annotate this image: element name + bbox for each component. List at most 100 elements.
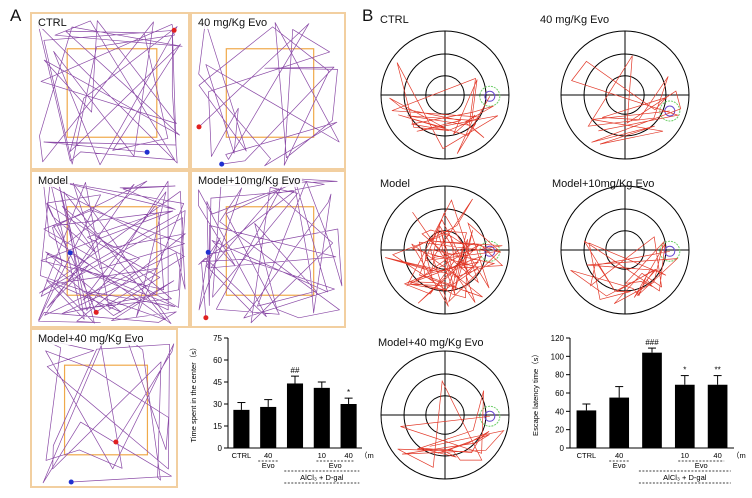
significance-mark: * <box>347 388 350 397</box>
swim-path <box>389 62 499 154</box>
water-maze-label: CTRL <box>380 14 409 26</box>
significance-mark: * <box>683 366 686 375</box>
end-point <box>67 250 73 256</box>
center-zone <box>66 48 158 138</box>
y-tick-label: 30 <box>213 400 222 409</box>
group-label-evo: Evo <box>695 461 708 470</box>
bar <box>233 409 250 448</box>
y-axis-label: Time spent in the center（s） <box>189 344 198 443</box>
water-maze-model-evo10 <box>560 185 690 315</box>
open-field-model-evo40: Model+40 mg/Kg Evo <box>30 328 178 488</box>
x-tick-label: 40 <box>713 451 721 460</box>
end-point <box>68 479 74 485</box>
water-maze-label: Model+10mg/Kg Evo <box>552 178 655 190</box>
open-field-tracks <box>198 177 343 324</box>
open-field-label: Model+10mg/Kg Evo <box>196 175 303 187</box>
chart-time-in-center: 0 15 30 45 60 75 Time spent in the center（s） CT… <box>189 334 374 484</box>
y-axis-label: Escape latency time（s） <box>531 350 540 436</box>
group-label-evo: Evo <box>613 461 626 470</box>
open-field-evo40: 40 mg/Kg Evo <box>190 12 346 170</box>
significance-mark: ### <box>645 338 659 347</box>
swim-path <box>385 198 504 307</box>
center-zone <box>225 48 315 138</box>
bar <box>707 384 728 448</box>
y-tick-label: 45 <box>213 378 222 387</box>
water-maze-model <box>380 185 510 315</box>
x-tick-label: 40 <box>615 451 623 460</box>
group-label-evo: Evo <box>329 461 342 470</box>
x-tick-label: 40 <box>264 451 272 460</box>
y-tick-label: 0 <box>560 444 565 453</box>
bar <box>674 384 695 448</box>
water-maze-ctrl <box>380 30 510 160</box>
x-tick-label: 10 <box>318 451 326 460</box>
open-field-tracks <box>41 336 175 485</box>
end-point <box>144 149 150 155</box>
y-tick-label: 40 <box>555 407 564 416</box>
start-point <box>203 315 209 321</box>
water-maze-label: Model <box>380 178 410 190</box>
water-maze-label: 40 mg/Kg Evo <box>540 14 610 26</box>
x-tick-label: 10 <box>681 451 689 460</box>
y-tick-label: 15 <box>213 422 222 431</box>
open-field-label: Model+40 mg/Kg Evo <box>36 333 146 345</box>
x-unit-label: （m <box>360 451 374 460</box>
swim-path <box>397 379 505 468</box>
x-unit-label: （mg/kg） <box>732 451 746 460</box>
significance-mark: ** <box>714 366 720 375</box>
y-tick-label: 0 <box>218 444 223 453</box>
movement-track <box>37 20 183 166</box>
bar <box>260 406 277 448</box>
open-field-ctrl: CTRL <box>30 12 190 170</box>
open-field-label: CTRL <box>36 17 69 29</box>
swim-path <box>571 55 682 145</box>
panel-b-letter: B <box>362 6 374 25</box>
platform <box>484 90 496 102</box>
bar <box>609 397 630 448</box>
end-point <box>219 161 225 167</box>
swim-path <box>570 236 679 305</box>
chart-escape-latency: 0 20 40 60 80 100 120 Escape latency time（s） CTR… <box>531 334 746 484</box>
x-tick-label: CTRL <box>232 451 252 460</box>
platform-zone <box>659 100 681 122</box>
water-maze-model-evo40 <box>380 350 510 480</box>
platform <box>664 245 676 257</box>
y-tick-label: 20 <box>555 426 564 435</box>
group-label-evo: Evo <box>262 461 275 470</box>
open-field-model-evo10: Model+10mg/Kg Evo <box>190 170 346 328</box>
y-tick-label: 120 <box>551 334 565 343</box>
platform-zone <box>479 85 501 107</box>
group-label-model: AlCl₃ + D-gal <box>300 473 344 482</box>
movement-track <box>198 177 343 324</box>
end-point <box>205 249 211 255</box>
platform <box>484 245 496 257</box>
bar <box>642 352 662 448</box>
center-zone <box>63 364 149 456</box>
open-field-tracks <box>196 20 340 167</box>
open-field-label: Model <box>36 175 70 187</box>
bar <box>340 404 357 448</box>
open-field-model: Model <box>30 170 190 328</box>
start-point <box>171 27 177 33</box>
movement-track <box>38 180 186 324</box>
bar <box>286 383 304 448</box>
significance-mark: ## <box>291 366 300 375</box>
open-field-tracks <box>37 20 183 166</box>
x-tick-label: CTRL <box>577 451 597 460</box>
x-tick-label: 40 <box>344 451 352 460</box>
water-maze-evo40 <box>560 30 690 160</box>
start-point <box>93 309 99 315</box>
y-tick-label: 80 <box>555 371 564 380</box>
y-tick-label: 100 <box>551 352 565 361</box>
open-field-label: 40 mg/Kg Evo <box>196 17 270 29</box>
y-tick-label: 60 <box>213 356 222 365</box>
platform <box>484 410 496 422</box>
movement-track <box>198 20 340 167</box>
bar <box>576 410 597 448</box>
group-label-model: AlCl₃ + D-gal <box>663 473 707 482</box>
start-point <box>196 124 202 130</box>
y-tick-label: 75 <box>213 334 222 343</box>
water-maze-label: Model+40 mg/Kg Evo <box>378 337 484 349</box>
bar <box>313 387 330 448</box>
open-field-tracks <box>38 180 186 324</box>
